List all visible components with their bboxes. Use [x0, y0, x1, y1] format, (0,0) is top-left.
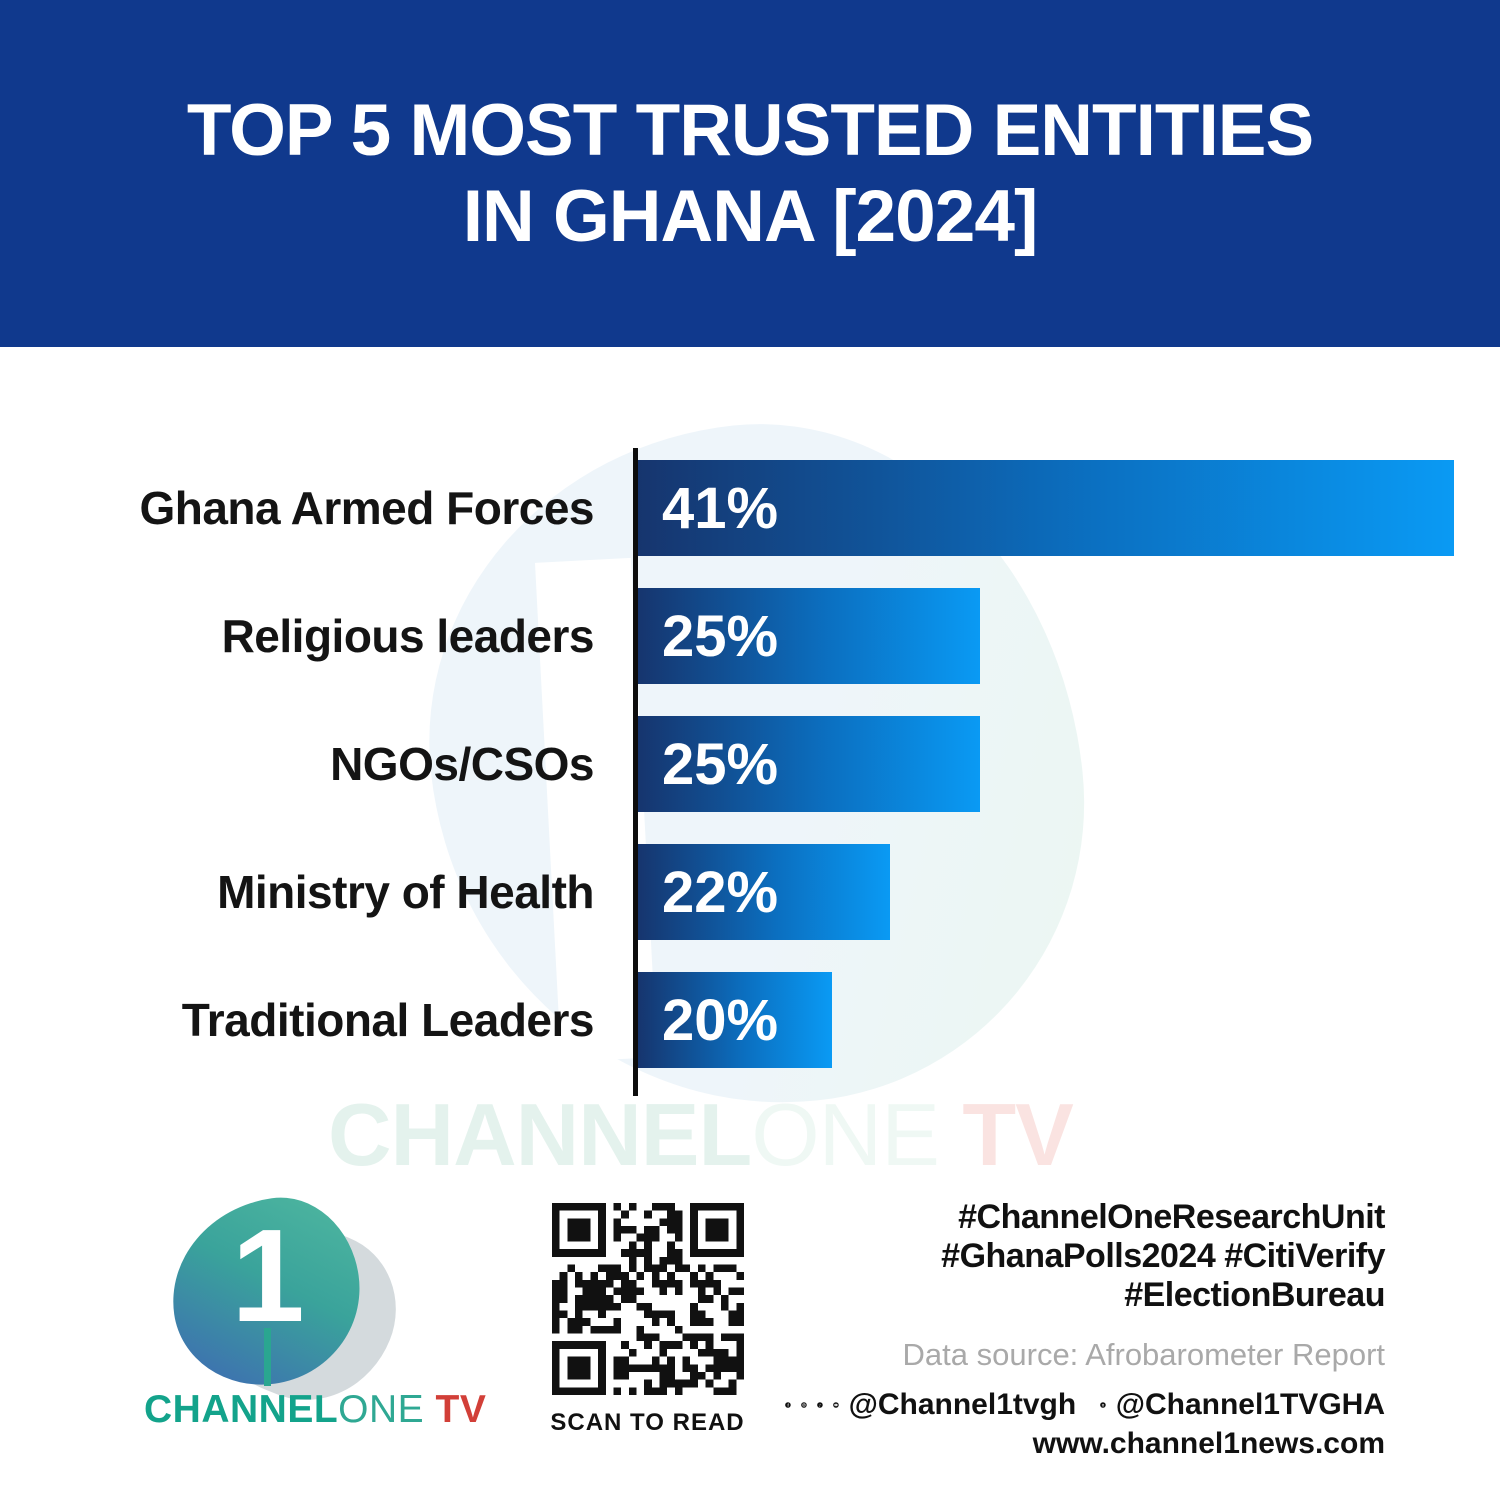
svg-text:♪: ♪	[819, 1403, 821, 1407]
logo-numeral-one: 1	[231, 1202, 305, 1349]
channel-one-watermark: CHANNELONE TV	[328, 1084, 1074, 1186]
bar-category-label: Religious leaders	[221, 610, 595, 662]
svg-text:f: f	[787, 1403, 789, 1407]
tiktok-icon: ♪	[816, 1402, 823, 1408]
bar-value-label: 22%	[662, 859, 779, 925]
bar-value-label: 25%	[662, 603, 779, 669]
bar-value-label: 25%	[662, 731, 779, 797]
bar: 41%	[638, 460, 1454, 556]
youtube-icon	[832, 1402, 839, 1408]
brand-tv: TV	[424, 1388, 487, 1431]
qr-code	[551, 1203, 744, 1395]
bar-category-label: Ministry of Health	[217, 866, 594, 918]
bar: 25%	[638, 716, 980, 812]
qr-block: SCAN TO READ	[540, 1203, 755, 1437]
footer-right-block: #ChannelOneResearchUnit #GhanaPolls2024 …	[785, 1198, 1386, 1461]
instagram-icon	[801, 1402, 807, 1408]
watermark-tv: TV	[938, 1085, 1073, 1184]
brand-wordmark: CHANNELONE TV	[144, 1388, 486, 1432]
bar: 22%	[638, 844, 890, 940]
data-source-text: Data source: Afrobarometer Report	[902, 1337, 1385, 1372]
social-handle-x: @Channel1TVGHA	[1115, 1388, 1385, 1421]
website-url: www.channel1news.com	[1032, 1427, 1385, 1460]
header-banner: TOP 5 MOST TRUSTED ENTITIES IN GHANA [20…	[0, 0, 1500, 347]
logo-numeral-stem	[264, 1328, 271, 1386]
svg-text:X: X	[1102, 1403, 1105, 1407]
watermark-channel: CHANNEL	[328, 1085, 752, 1184]
hashtags-line1: #ChannelOneResearchUnit	[958, 1198, 1385, 1236]
bar: 25%	[638, 588, 980, 684]
page-title-line1: TOP 5 MOST TRUSTED ENTITIES	[186, 89, 1314, 171]
social-handle-main: @Channel1tvgh	[848, 1388, 1077, 1421]
chart-axis-line	[633, 448, 638, 1096]
brand-channel: CHANNEL	[144, 1388, 339, 1431]
watermark-one: ONE	[751, 1085, 940, 1184]
qr-caption: SCAN TO READ	[550, 1409, 745, 1436]
hashtags-line3: #ElectionBureau	[1124, 1276, 1385, 1314]
bar-category-label: NGOs/CSOs	[330, 738, 594, 790]
brand-one: ONE	[338, 1388, 425, 1431]
hashtags-line2: #GhanaPolls2024 #CitiVerify	[941, 1237, 1385, 1275]
bar-category-label: Ghana Armed Forces	[139, 482, 594, 534]
bar-value-label: 20%	[662, 987, 779, 1053]
facebook-icon: f	[785, 1402, 791, 1408]
x-icon: X	[1099, 1402, 1106, 1408]
bar: 20%	[638, 972, 832, 1068]
channel-one-logo: 1 CHANNELONE TV	[140, 1187, 486, 1442]
bar-category-label: Traditional Leaders	[181, 994, 595, 1046]
bar-value-label: 41%	[662, 475, 779, 541]
page-title-line2: IN GHANA [2024]	[462, 175, 1039, 257]
social-row: f ♪ @Channel1tvgh	[785, 1387, 1385, 1423]
